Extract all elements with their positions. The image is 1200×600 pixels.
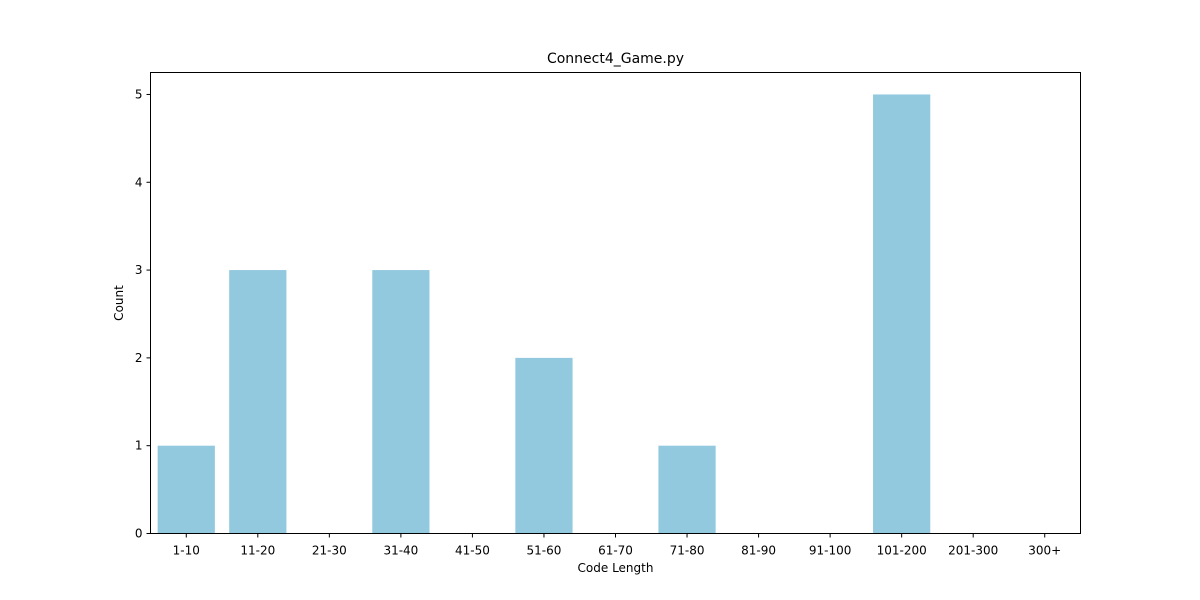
x-axis-ticks: 1-10 11-20 21-30 31-40 41-50 51-60 61-70 71-80 8… bbox=[173, 533, 1061, 558]
bar-51-60 bbox=[515, 357, 573, 534]
x-tick-label: 31-40 bbox=[383, 544, 418, 558]
x-axis-label: Code Length bbox=[578, 561, 654, 575]
x-tick-label: 61-70 bbox=[598, 544, 633, 558]
y-axis-ticks: 0 1 2 3 4 5 bbox=[135, 87, 151, 541]
bar-11-20 bbox=[229, 270, 287, 534]
x-tick-label: 91-100 bbox=[809, 544, 852, 558]
bar-101-200 bbox=[873, 94, 931, 534]
y-tick-label: 4 bbox=[135, 175, 143, 189]
bar-31-40 bbox=[372, 270, 430, 534]
bars-group bbox=[157, 94, 931, 534]
x-tick-label: 300+ bbox=[1028, 544, 1061, 558]
plot-area-frame bbox=[150, 72, 1081, 534]
y-axis-label: Count bbox=[112, 285, 126, 321]
x-tick-label: 1-10 bbox=[173, 544, 200, 558]
chart-title: Connect4_Game.py bbox=[547, 51, 684, 67]
bar-1-10 bbox=[157, 445, 215, 534]
y-tick-label: 0 bbox=[135, 527, 143, 541]
y-tick-label: 1 bbox=[135, 439, 143, 453]
y-tick-label: 2 bbox=[135, 351, 143, 365]
x-tick-label: 71-80 bbox=[670, 544, 705, 558]
x-tick-label: 11-20 bbox=[240, 544, 275, 558]
x-tick-label: 201-300 bbox=[948, 544, 998, 558]
x-tick-label: 51-60 bbox=[527, 544, 562, 558]
y-tick-label: 5 bbox=[135, 87, 143, 101]
y-tick-label: 3 bbox=[135, 263, 143, 277]
x-tick-label: 81-90 bbox=[741, 544, 776, 558]
x-tick-label: 101-200 bbox=[877, 544, 927, 558]
bar-71-80 bbox=[658, 445, 716, 534]
x-tick-label: 21-30 bbox=[312, 544, 347, 558]
x-tick-label: 41-50 bbox=[455, 544, 490, 558]
